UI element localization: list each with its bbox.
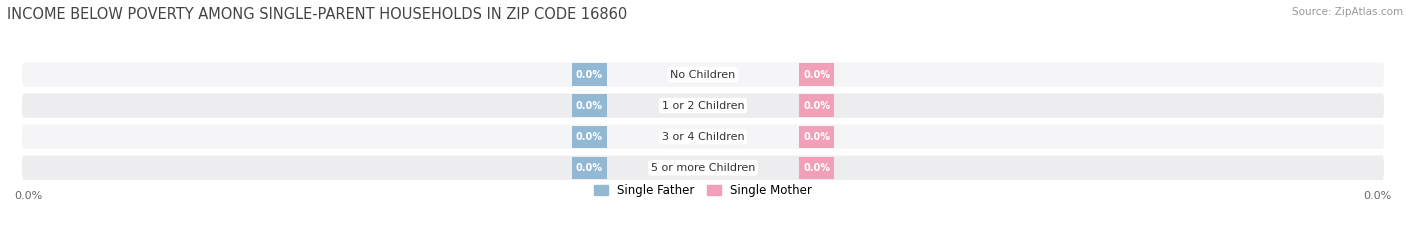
Legend: Single Father, Single Mother: Single Father, Single Mother [589,179,817,202]
Bar [572,157,606,179]
Text: 5 or more Children: 5 or more Children [651,163,755,173]
Bar [800,157,834,179]
Text: 0.0%: 0.0% [803,70,830,79]
FancyBboxPatch shape [21,61,1385,88]
Text: No Children: No Children [671,70,735,79]
Text: 0.0%: 0.0% [576,70,603,79]
FancyBboxPatch shape [21,154,1385,181]
Text: INCOME BELOW POVERTY AMONG SINGLE-PARENT HOUSEHOLDS IN ZIP CODE 16860: INCOME BELOW POVERTY AMONG SINGLE-PARENT… [7,7,627,22]
FancyBboxPatch shape [21,123,1385,150]
Bar [572,94,606,117]
Text: 0.0%: 0.0% [576,163,603,173]
Bar [800,94,834,117]
Text: 0.0%: 0.0% [803,132,830,142]
Text: 0.0%: 0.0% [14,191,42,201]
Bar [572,126,606,148]
FancyBboxPatch shape [21,93,1385,119]
Text: 0.0%: 0.0% [576,132,603,142]
Bar [800,126,834,148]
Bar [572,63,606,86]
Text: 1 or 2 Children: 1 or 2 Children [662,101,744,111]
Text: 0.0%: 0.0% [803,163,830,173]
Text: 0.0%: 0.0% [576,101,603,111]
Text: 0.0%: 0.0% [1364,191,1392,201]
Text: 3 or 4 Children: 3 or 4 Children [662,132,744,142]
Bar [800,63,834,86]
Text: 0.0%: 0.0% [803,101,830,111]
Text: Source: ZipAtlas.com: Source: ZipAtlas.com [1292,7,1403,17]
